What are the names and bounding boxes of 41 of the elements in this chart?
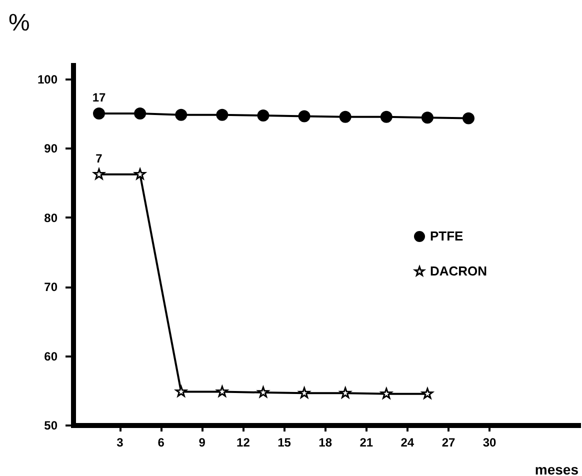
point [175,386,187,397]
point [298,387,310,398]
x-tick-label: 6 [158,436,165,450]
y-tick-label: 60 [44,349,58,364]
point [380,110,392,123]
x-tick-label: 27 [442,436,456,450]
point [257,386,269,398]
x-tick-label: 24 [400,436,414,450]
point [339,110,352,123]
y-axis-title: % [8,10,30,36]
x-tick-label: 12 [236,436,250,450]
x-tick-label: 3 [116,436,124,450]
point [134,107,146,120]
point [216,386,228,397]
x-tick-label: 18 [318,436,332,450]
point [134,168,146,180]
annotation: 17 [92,90,106,104]
annotation: 7 [96,151,103,166]
point [298,110,310,122]
point [93,107,105,120]
point [340,387,352,398]
point [216,108,228,121]
legend-label: DACRON [430,264,488,278]
point [257,110,270,122]
y-tick-label: 50 [44,418,58,432]
x-tick-label: 9 [198,436,206,450]
y-tick-label: 90 [44,142,58,156]
x-tick-label: 15 [278,436,292,450]
x-axis-title: meses [534,462,579,476]
point [93,168,105,180]
y-tick-label: 100 [37,72,58,86]
x-tick-label: 21 [360,436,374,450]
point [380,388,392,399]
x-tick-label: 30 [482,436,497,450]
point [421,112,434,124]
y-tick-label: 70 [44,280,58,294]
point [175,108,188,121]
legend-label: PTFE [430,228,464,244]
point [422,388,434,399]
y-tick-label: 80 [44,210,58,225]
point [462,112,475,124]
